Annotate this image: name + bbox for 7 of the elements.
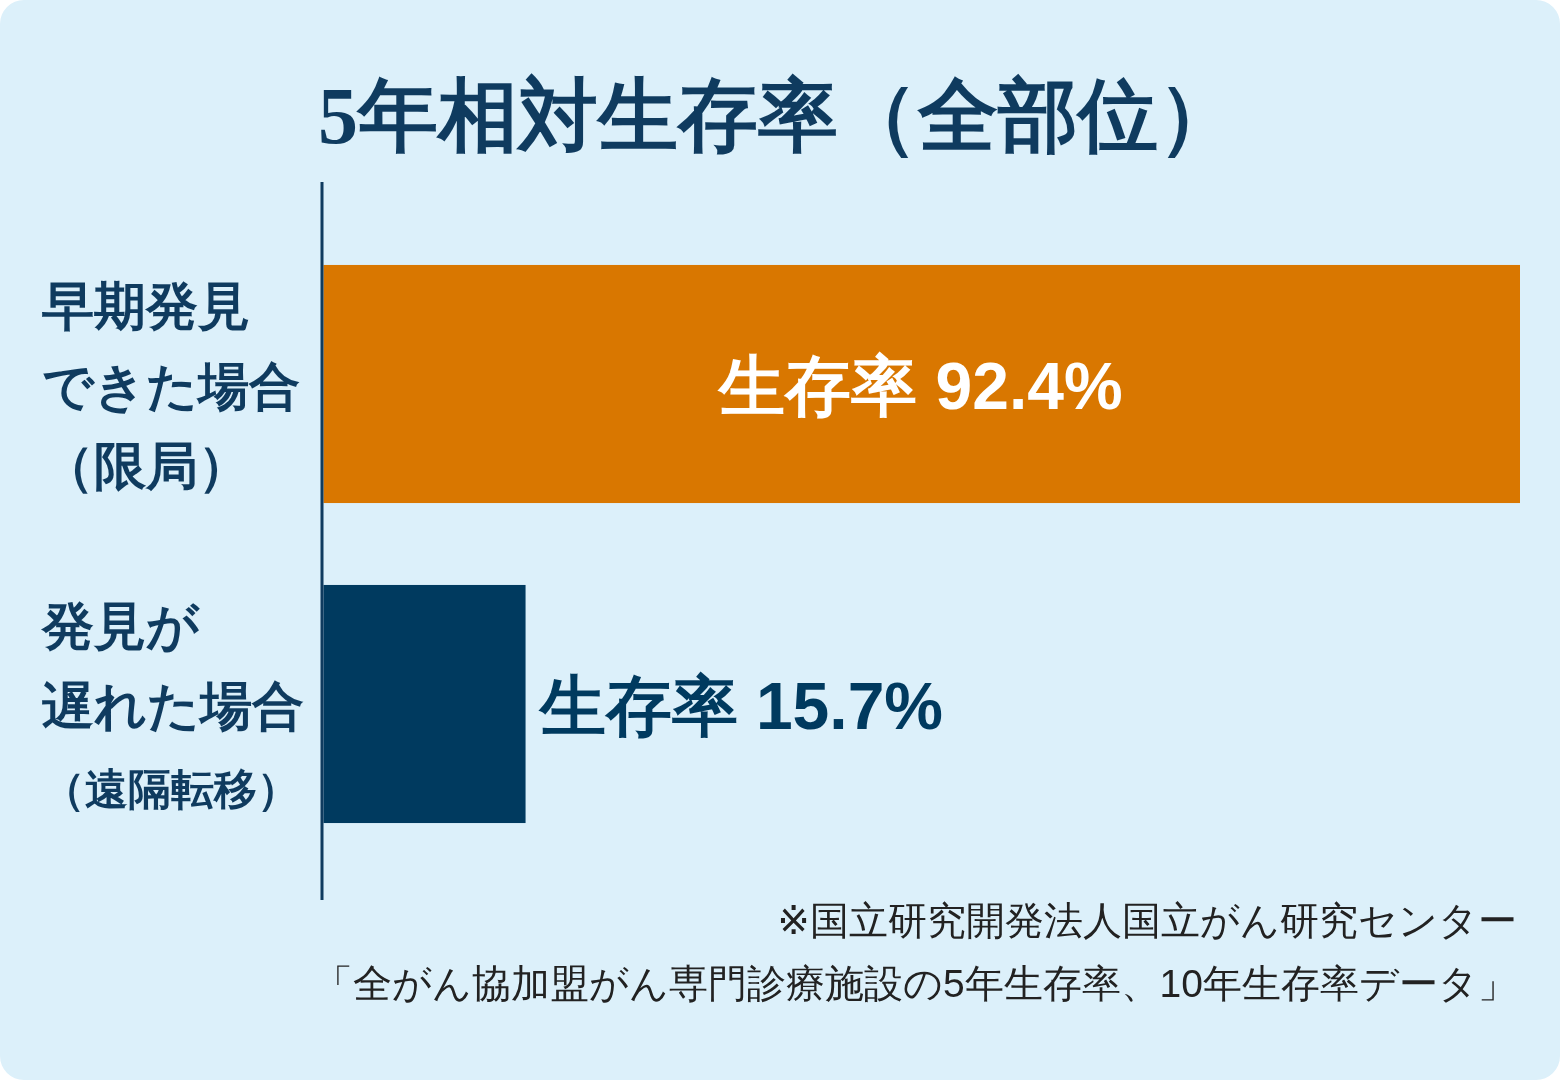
annotation: ※国立研究開発法人国立がん研究センター — [777, 899, 1517, 942]
value-label: 生存率 92.4% — [719, 349, 1123, 423]
chart-title: 5年相対生存率（全部位） — [318, 72, 1238, 160]
category-label: 発見が遅れた場合（遠隔転移） — [42, 597, 304, 813]
value-label: 生存率 15.7% — [539, 669, 944, 743]
category-label: 早期発見できた場合（限局） — [42, 277, 300, 495]
annotation: 「全がん協加盟がん専門診療施設の5年生存率、10年生存率データ」 — [313, 962, 1517, 1005]
